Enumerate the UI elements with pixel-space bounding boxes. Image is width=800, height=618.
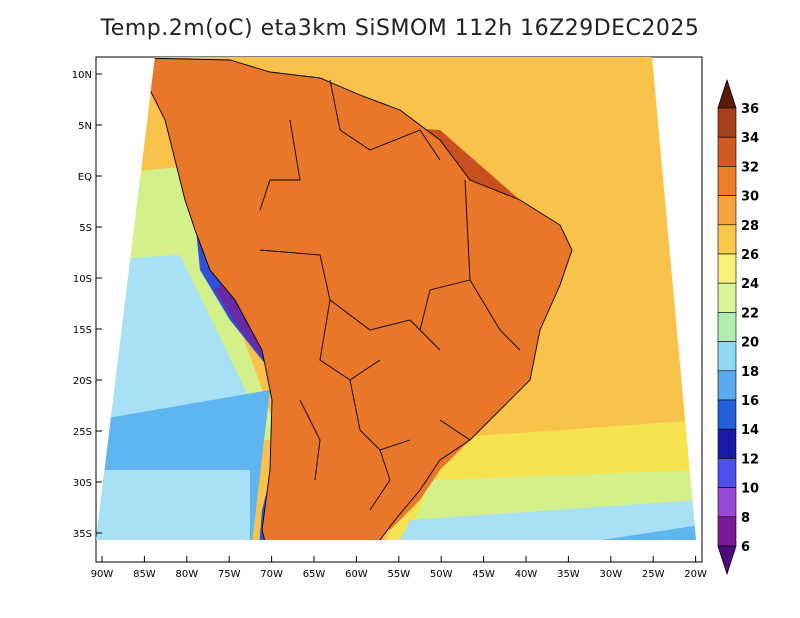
lat-label: 35S <box>73 529 92 540</box>
lat-label: EQ <box>78 172 92 183</box>
colorbar-swatch <box>717 458 737 488</box>
colorbar-bottom-arrow <box>717 545 737 576</box>
lat-label: 15S <box>73 325 92 336</box>
colorbar: 36 34 32 30 28 26 24 22 20 18 16 14 12 10 8 6 <box>717 78 759 576</box>
colorbar-label: 12 <box>741 452 759 467</box>
colorbar-label: 14 <box>741 423 759 438</box>
lon-label: 65W <box>303 569 326 580</box>
colorbar-label: 28 <box>741 219 759 234</box>
colorbar-label: 22 <box>741 306 759 321</box>
lat-label: 20S <box>73 376 92 387</box>
colorbar-label: 8 <box>741 511 750 526</box>
colorbar-swatch <box>717 282 737 313</box>
lon-label: 60W <box>345 569 368 580</box>
latitude-axis: 10N 5N EQ 5S 10S 15S 20S 25S 30S 35S <box>72 70 102 540</box>
colorbar-swatch <box>717 253 737 284</box>
colorbar-swatch <box>717 487 737 518</box>
colorbar-swatch <box>717 136 737 167</box>
colorbar-label: 20 <box>741 336 759 351</box>
pacific-cold-zone <box>96 255 260 420</box>
colorbar-swatch <box>717 370 737 401</box>
colorbar-label: 30 <box>741 190 759 205</box>
atlantic-cold-zone <box>390 500 696 540</box>
atlantic-colder-zone <box>470 525 696 540</box>
colorbar-label: 10 <box>741 482 759 497</box>
map-title: Temp.2m(oC) eta3km SiSMOM 112h 16Z29DEC2… <box>100 16 700 41</box>
lon-label: 90W <box>91 569 114 580</box>
colorbar-label: 36 <box>741 102 759 117</box>
lon-label: 20W <box>684 569 707 580</box>
colorbar-label: 6 <box>741 540 750 555</box>
colorbar-swatch <box>717 195 737 226</box>
colorbar-label: 18 <box>741 365 759 380</box>
lon-label: 70W <box>260 569 283 580</box>
longitude-axis: 90W 85W 80W 75W 70W 65W 60W 55W 50W 45W 40W 35W 30W 2… <box>91 556 707 580</box>
colorbar-label: 34 <box>741 131 759 146</box>
lon-label: 45W <box>472 569 495 580</box>
lat-label: 5N <box>78 121 92 132</box>
field-layer <box>96 57 696 540</box>
colorbar-swatch <box>717 399 737 430</box>
colorbar-swatch <box>717 312 737 342</box>
lat-label: 10N <box>72 70 92 81</box>
lat-label: 10S <box>73 274 92 285</box>
south-pacific-zone <box>96 470 250 540</box>
colorbar-swatch <box>717 166 737 196</box>
lon-label: 25W <box>642 569 665 580</box>
lon-label: 30W <box>599 569 622 580</box>
colorbar-top-arrow <box>717 78 737 109</box>
colorbar-swatch <box>717 516 737 547</box>
lon-label: 80W <box>175 569 198 580</box>
lon-label: 55W <box>387 569 410 580</box>
lon-label: 40W <box>515 569 538 580</box>
colorbar-swatch <box>717 224 737 255</box>
lon-label: 75W <box>218 569 241 580</box>
country-borders <box>139 57 573 540</box>
colorbar-label: 32 <box>741 160 759 175</box>
colorbar-label: 16 <box>741 394 759 409</box>
colorbar-swatch <box>717 341 737 372</box>
colorbar-swatch <box>717 107 737 138</box>
lon-label: 50W <box>430 569 453 580</box>
lat-label: 25S <box>73 427 92 438</box>
lat-label: 30S <box>73 478 92 489</box>
lon-label: 35W <box>557 569 580 580</box>
lon-label: 85W <box>133 569 156 580</box>
colorbar-label: 26 <box>741 248 759 263</box>
colorbar-label: 24 <box>741 277 759 292</box>
colorbar-swatch <box>717 428 737 459</box>
lat-label: 5S <box>79 223 92 234</box>
